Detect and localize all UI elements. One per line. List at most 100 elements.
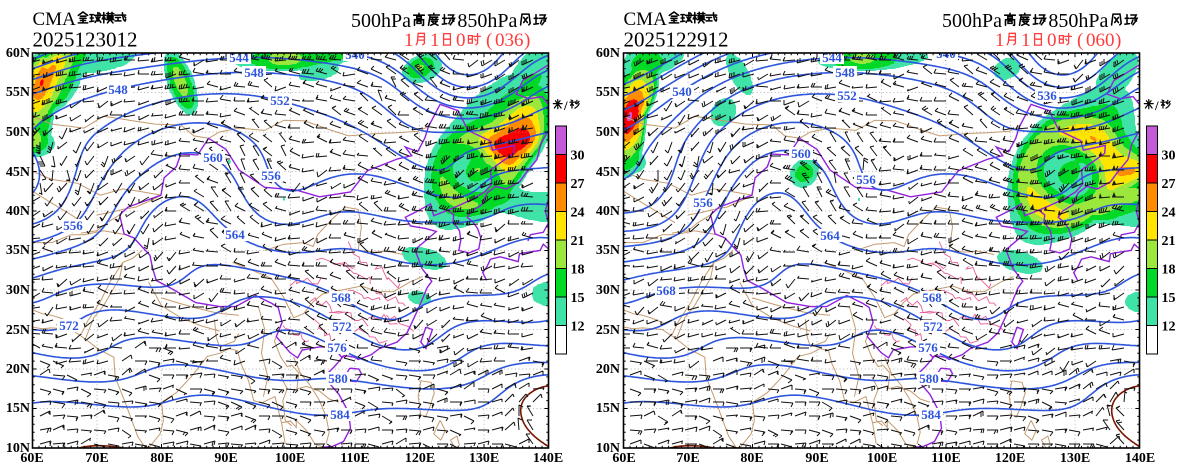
- svg-text:12: 12: [1162, 320, 1176, 335]
- svg-text:584: 584: [330, 407, 350, 422]
- svg-text:548: 548: [244, 65, 264, 80]
- svg-text:576: 576: [327, 340, 347, 355]
- svg-text:552: 552: [837, 88, 857, 103]
- svg-text:548: 548: [835, 65, 855, 80]
- svg-text:100E: 100E: [275, 451, 305, 465]
- svg-text:90E: 90E: [214, 451, 237, 465]
- svg-text:536: 536: [1037, 88, 1057, 103]
- svg-text:556: 556: [63, 218, 83, 233]
- svg-text:556: 556: [261, 168, 281, 183]
- svg-text:27: 27: [571, 177, 585, 192]
- svg-text:140E: 140E: [533, 451, 563, 465]
- svg-text:564: 564: [225, 227, 245, 242]
- svg-text:CMA: CMA: [624, 9, 668, 30]
- svg-text:70E: 70E: [85, 451, 108, 465]
- svg-text:544: 544: [822, 50, 842, 65]
- svg-text:25N: 25N: [6, 323, 30, 338]
- svg-text:15N: 15N: [596, 401, 620, 416]
- svg-text:18: 18: [1162, 263, 1176, 278]
- svg-text:850hPa: 850hPa: [457, 10, 517, 32]
- svg-text:30N: 30N: [596, 283, 620, 298]
- svg-text:/: /: [1154, 98, 1159, 113]
- svg-text:): ): [524, 30, 530, 51]
- svg-text:584: 584: [921, 407, 941, 422]
- svg-text:548: 548: [108, 82, 128, 97]
- svg-text:90E: 90E: [805, 451, 828, 465]
- svg-text:15: 15: [571, 291, 585, 306]
- svg-text:1: 1: [995, 30, 1005, 51]
- svg-text:110E: 110E: [931, 451, 961, 465]
- svg-text:564: 564: [820, 228, 840, 243]
- svg-text:10N: 10N: [596, 441, 620, 456]
- svg-text:540: 540: [672, 84, 692, 99]
- svg-text:(: (: [486, 30, 492, 51]
- svg-text:556: 556: [693, 195, 713, 210]
- svg-text:0: 0: [456, 30, 466, 51]
- svg-text:15N: 15N: [6, 401, 30, 416]
- svg-text:2025123012: 2025123012: [33, 28, 138, 52]
- svg-text:120E: 120E: [405, 451, 435, 465]
- svg-text:130E: 130E: [1060, 451, 1090, 465]
- svg-text:30: 30: [1162, 149, 1176, 164]
- svg-text:850hPa: 850hPa: [1048, 10, 1108, 32]
- svg-text:30: 30: [571, 149, 585, 164]
- svg-text:120E: 120E: [995, 451, 1025, 465]
- svg-text:552: 552: [270, 93, 290, 108]
- svg-text:1: 1: [430, 30, 440, 51]
- svg-text:130E: 130E: [469, 451, 499, 465]
- svg-text:40N: 40N: [596, 204, 620, 219]
- svg-text:21: 21: [571, 234, 585, 249]
- svg-text:568: 568: [656, 283, 676, 298]
- svg-text:): ): [1115, 30, 1121, 51]
- svg-text:50N: 50N: [6, 125, 30, 140]
- svg-text:55N: 55N: [6, 85, 30, 100]
- svg-text:560: 560: [791, 146, 811, 161]
- svg-text:35N: 35N: [596, 243, 620, 258]
- svg-text:100E: 100E: [867, 451, 897, 465]
- svg-text:60N: 60N: [6, 46, 30, 61]
- svg-text:24: 24: [1162, 206, 1176, 221]
- svg-text:CMA: CMA: [33, 9, 77, 30]
- svg-text:060: 060: [1086, 30, 1115, 51]
- svg-text:036: 036: [495, 30, 524, 51]
- svg-text:540: 540: [345, 47, 365, 62]
- svg-text:50N: 50N: [596, 125, 620, 140]
- svg-text:24: 24: [571, 206, 585, 221]
- svg-text:500hPa: 500hPa: [351, 10, 411, 32]
- svg-text:10N: 10N: [6, 441, 30, 456]
- svg-text:18: 18: [571, 263, 585, 278]
- svg-text:544: 544: [229, 50, 249, 65]
- svg-text:80E: 80E: [740, 451, 763, 465]
- svg-text:(: (: [1077, 30, 1083, 51]
- svg-text:25N: 25N: [596, 323, 620, 338]
- svg-text:1: 1: [1021, 30, 1031, 51]
- svg-text:45N: 45N: [596, 165, 620, 180]
- svg-text:1: 1: [404, 30, 414, 51]
- svg-text:568: 568: [331, 290, 351, 305]
- svg-text:12: 12: [571, 320, 585, 335]
- svg-text:568: 568: [922, 290, 942, 305]
- svg-text:60N: 60N: [596, 46, 620, 61]
- svg-text:572: 572: [59, 318, 79, 333]
- svg-text:80E: 80E: [150, 451, 173, 465]
- svg-text:140E: 140E: [1125, 451, 1155, 465]
- svg-text:20N: 20N: [596, 362, 620, 377]
- svg-text:27: 27: [1162, 177, 1176, 192]
- svg-text:40N: 40N: [6, 204, 30, 219]
- svg-text:572: 572: [332, 319, 352, 334]
- svg-text:2025122912: 2025122912: [624, 28, 729, 52]
- svg-text:/: /: [563, 98, 568, 113]
- svg-text:580: 580: [919, 371, 939, 386]
- svg-text:0: 0: [1047, 30, 1057, 51]
- svg-text:30N: 30N: [6, 283, 30, 298]
- svg-text:20N: 20N: [6, 362, 30, 377]
- svg-text:45N: 45N: [6, 165, 30, 180]
- svg-text:70E: 70E: [676, 451, 699, 465]
- svg-text:21: 21: [1162, 234, 1176, 249]
- svg-text:556: 556: [856, 172, 876, 187]
- svg-text:572: 572: [923, 319, 943, 334]
- svg-text:60E: 60E: [612, 451, 635, 465]
- svg-text:500hPa: 500hPa: [942, 10, 1002, 32]
- svg-text:560: 560: [203, 150, 223, 165]
- svg-text:35N: 35N: [6, 243, 30, 258]
